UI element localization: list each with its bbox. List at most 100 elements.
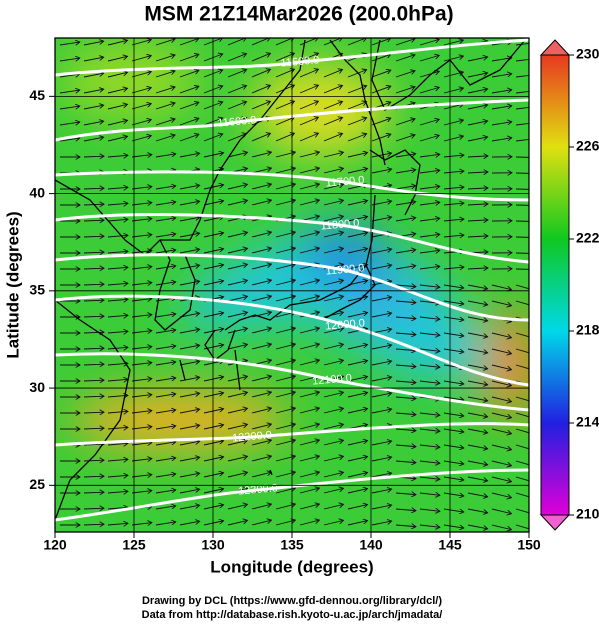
wind-arrow — [323, 472, 343, 478]
wind-arrow — [491, 58, 512, 62]
wind-arrow — [347, 489, 368, 494]
wind-arrow — [251, 456, 271, 462]
wind-arrow — [515, 188, 529, 190]
wind-arrow — [155, 135, 175, 142]
contour-label: 12300.0 — [238, 482, 279, 497]
wind-arrow — [107, 443, 128, 445]
wind-arrow — [107, 56, 127, 62]
wind-arrow — [107, 72, 127, 78]
wind-arrow — [419, 365, 440, 367]
wind-arrow — [203, 505, 224, 510]
wind-arrow — [323, 392, 343, 398]
wind-arrow — [371, 153, 392, 158]
wind-arrow — [107, 363, 128, 365]
wind-arrow — [251, 312, 271, 318]
wind-arrow — [419, 39, 439, 46]
x-tick-label: 145 — [438, 537, 462, 553]
wind-arrow — [467, 460, 488, 465]
wind-arrow — [395, 525, 416, 527]
wind-arrow — [443, 120, 463, 126]
wind-arrow — [467, 524, 488, 529]
wind-arrow — [347, 521, 368, 526]
wind-arrow — [323, 408, 343, 414]
colorbar-tick-label: 226 — [576, 138, 599, 154]
wind-arrow — [419, 525, 440, 527]
wind-arrow — [371, 70, 391, 78]
wind-arrow — [131, 283, 152, 285]
wind-arrow — [395, 154, 416, 158]
wind-arrow — [419, 317, 440, 319]
wind-arrow — [467, 476, 488, 481]
wind-arrow — [491, 460, 511, 466]
wind-arrow — [467, 348, 488, 353]
wind-arrow — [347, 345, 368, 350]
x-tick-label: 140 — [359, 537, 383, 553]
title: MSM 21Z14Mar2026 (200.0hPa) — [144, 3, 453, 26]
wind-arrow — [515, 42, 529, 46]
wind-arrow — [203, 441, 224, 446]
wind-arrow — [155, 266, 176, 270]
wind-arrow — [227, 232, 247, 238]
wind-arrow — [251, 376, 271, 382]
wind-arrow — [491, 412, 511, 418]
contour-label: 11700.0 — [325, 174, 365, 189]
wind-arrow — [203, 153, 224, 158]
wind-arrow — [491, 284, 511, 290]
wind-arrow — [467, 492, 488, 497]
wind-arrow — [491, 508, 511, 514]
wind-arrow — [467, 172, 488, 173]
wind-arrow — [443, 171, 464, 173]
wind-arrow — [347, 297, 368, 302]
wind-arrow — [467, 332, 488, 337]
wind-arrow — [515, 524, 529, 530]
wind-arrow — [131, 219, 152, 221]
wind-arrow — [515, 428, 529, 434]
wind-arrow — [131, 120, 151, 126]
wind-arrow — [227, 134, 247, 142]
wind-arrow — [443, 203, 464, 205]
wind-arrow — [371, 361, 392, 366]
wind-arrow — [299, 69, 318, 78]
wind-arrow — [347, 377, 368, 382]
wind-arrow — [251, 440, 271, 446]
wind-arrow — [395, 397, 416, 399]
wind-arrow — [179, 86, 199, 94]
wind-arrow — [491, 74, 512, 78]
wind-arrow — [299, 328, 319, 334]
wind-arrow — [203, 201, 224, 206]
wind-arrow — [83, 156, 104, 157]
wind-arrow — [155, 458, 176, 462]
wind-arrow — [179, 361, 200, 366]
wind-arrow — [131, 315, 152, 317]
wind-arrow — [443, 348, 464, 352]
wind-arrow — [371, 521, 392, 526]
wind-arrow — [227, 38, 247, 46]
wind-arrow — [299, 101, 318, 110]
wind-arrow — [59, 90, 80, 94]
wind-arrow — [443, 187, 464, 189]
wind-arrow — [371, 345, 392, 350]
wind-arrow — [443, 40, 463, 46]
wind-arrow — [155, 202, 176, 206]
wind-arrow — [83, 89, 104, 94]
wind-arrow — [203, 281, 224, 286]
wind-arrow — [347, 313, 368, 318]
wind-arrow — [347, 233, 368, 238]
wind-arrow — [251, 344, 271, 350]
wind-arrow — [155, 346, 176, 350]
wind-arrow — [227, 70, 247, 78]
wind-arrow — [179, 38, 199, 46]
wind-arrow — [107, 104, 127, 110]
wind-arrow — [323, 312, 343, 318]
wind-arrow — [131, 40, 151, 46]
wind-arrow — [371, 217, 392, 222]
wind-arrow — [83, 492, 104, 493]
wind-arrow — [347, 86, 367, 94]
wind-arrow — [275, 133, 294, 142]
colorbar-tick-label: 218 — [576, 322, 599, 338]
wind-arrow — [299, 200, 319, 206]
wind-arrow — [131, 72, 151, 78]
wind-arrow — [347, 70, 367, 78]
x-tick-label: 130 — [201, 537, 225, 553]
